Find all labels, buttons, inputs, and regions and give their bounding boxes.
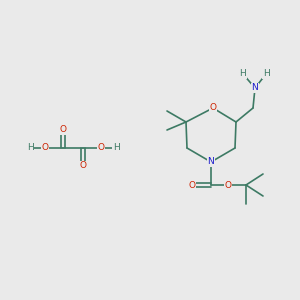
Text: O: O bbox=[224, 181, 232, 190]
Text: N: N bbox=[208, 158, 214, 166]
Text: H: H bbox=[27, 143, 33, 152]
Text: O: O bbox=[209, 103, 217, 112]
Text: O: O bbox=[188, 181, 196, 190]
Text: O: O bbox=[41, 143, 49, 152]
Text: O: O bbox=[59, 125, 67, 134]
Text: H: H bbox=[112, 143, 119, 152]
Text: O: O bbox=[80, 161, 86, 170]
Text: N: N bbox=[252, 83, 258, 92]
Text: O: O bbox=[98, 143, 104, 152]
Text: H: H bbox=[262, 70, 269, 79]
Text: H: H bbox=[240, 70, 246, 79]
